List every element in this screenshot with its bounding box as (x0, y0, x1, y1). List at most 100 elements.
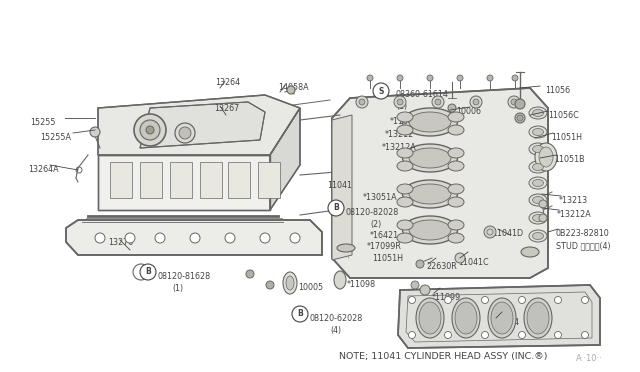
Ellipse shape (532, 180, 543, 186)
Text: 08360-61614: 08360-61614 (395, 90, 448, 99)
Circle shape (515, 113, 525, 123)
Circle shape (487, 75, 493, 81)
Circle shape (155, 233, 165, 243)
Ellipse shape (539, 147, 553, 167)
Text: *11048B: *11048B (390, 117, 424, 126)
Bar (110, 162, 132, 198)
Text: S: S (378, 87, 384, 96)
Circle shape (260, 233, 270, 243)
Ellipse shape (529, 161, 547, 173)
Ellipse shape (416, 298, 444, 338)
Text: 11041D: 11041D (492, 229, 523, 238)
Ellipse shape (532, 164, 543, 170)
Circle shape (517, 115, 523, 121)
Circle shape (457, 75, 463, 81)
Text: (4): (4) (330, 326, 341, 335)
Text: *13212: *13212 (385, 130, 414, 139)
Text: 0B223-82810: 0B223-82810 (556, 229, 610, 238)
Ellipse shape (448, 184, 464, 194)
Circle shape (445, 331, 451, 339)
Ellipse shape (397, 197, 413, 207)
Text: 11044: 11044 (494, 318, 519, 327)
Ellipse shape (448, 220, 464, 230)
Text: NOTE; 11041 CYLINDER HEAD ASSY (INC.®): NOTE; 11041 CYLINDER HEAD ASSY (INC.®) (339, 352, 548, 360)
Circle shape (397, 99, 403, 105)
Ellipse shape (532, 232, 543, 240)
Circle shape (266, 281, 274, 289)
Text: (1): (1) (396, 102, 407, 111)
Text: A··10··: A··10·· (576, 355, 603, 363)
Ellipse shape (529, 107, 547, 119)
Circle shape (427, 75, 433, 81)
Text: *13051A: *13051A (363, 193, 397, 202)
Text: 11041: 11041 (327, 181, 352, 190)
Ellipse shape (397, 233, 413, 243)
Ellipse shape (532, 215, 543, 221)
Text: *17099R: *17099R (367, 242, 402, 251)
Ellipse shape (448, 233, 464, 243)
Circle shape (408, 296, 415, 304)
Circle shape (448, 104, 456, 112)
Ellipse shape (532, 128, 543, 135)
Ellipse shape (452, 298, 480, 338)
Circle shape (539, 214, 547, 222)
Circle shape (411, 281, 419, 289)
Text: (2): (2) (370, 220, 381, 229)
Circle shape (190, 233, 200, 243)
Circle shape (140, 120, 160, 140)
Text: 10005: 10005 (298, 283, 323, 292)
Circle shape (146, 126, 154, 134)
Circle shape (518, 331, 525, 339)
Ellipse shape (409, 220, 451, 240)
Text: STUD スタッド(4): STUD スタッド(4) (556, 241, 611, 250)
Text: 11051H: 11051H (372, 254, 403, 263)
Ellipse shape (397, 220, 413, 230)
Ellipse shape (403, 180, 458, 208)
Ellipse shape (397, 148, 413, 158)
Text: 11051H: 11051H (551, 133, 582, 142)
Text: *11099: *11099 (432, 293, 461, 302)
Circle shape (512, 75, 518, 81)
Text: B: B (333, 203, 339, 212)
Circle shape (435, 99, 441, 105)
Text: 08120-82028: 08120-82028 (346, 208, 399, 217)
Circle shape (356, 96, 368, 108)
Circle shape (554, 296, 561, 304)
Text: 13270: 13270 (108, 238, 133, 247)
Text: *13213: *13213 (559, 196, 588, 205)
Ellipse shape (491, 302, 513, 334)
Polygon shape (270, 108, 300, 210)
Ellipse shape (529, 177, 547, 189)
Circle shape (394, 96, 406, 108)
Ellipse shape (488, 298, 516, 338)
Ellipse shape (448, 125, 464, 135)
Circle shape (470, 96, 482, 108)
Circle shape (367, 75, 373, 81)
Circle shape (481, 296, 488, 304)
Bar (200, 162, 222, 198)
Text: 13264A: 13264A (28, 165, 59, 174)
Ellipse shape (397, 125, 413, 135)
Circle shape (140, 264, 156, 280)
Circle shape (290, 233, 300, 243)
Circle shape (287, 86, 295, 94)
Circle shape (508, 96, 520, 108)
Bar (258, 162, 280, 198)
Ellipse shape (532, 109, 543, 116)
Ellipse shape (524, 298, 552, 338)
Ellipse shape (532, 196, 543, 203)
Ellipse shape (448, 197, 464, 207)
Circle shape (95, 233, 105, 243)
Ellipse shape (527, 302, 549, 334)
Circle shape (175, 123, 195, 143)
Ellipse shape (409, 112, 451, 132)
Polygon shape (398, 285, 600, 348)
Text: 11056: 11056 (545, 86, 570, 95)
Ellipse shape (529, 143, 547, 155)
Text: 10006: 10006 (456, 107, 481, 116)
Text: 11041C: 11041C (458, 258, 488, 267)
Text: 08120-62028: 08120-62028 (310, 314, 364, 323)
Text: 15255: 15255 (30, 118, 56, 127)
Ellipse shape (521, 247, 539, 257)
Text: B: B (145, 267, 151, 276)
